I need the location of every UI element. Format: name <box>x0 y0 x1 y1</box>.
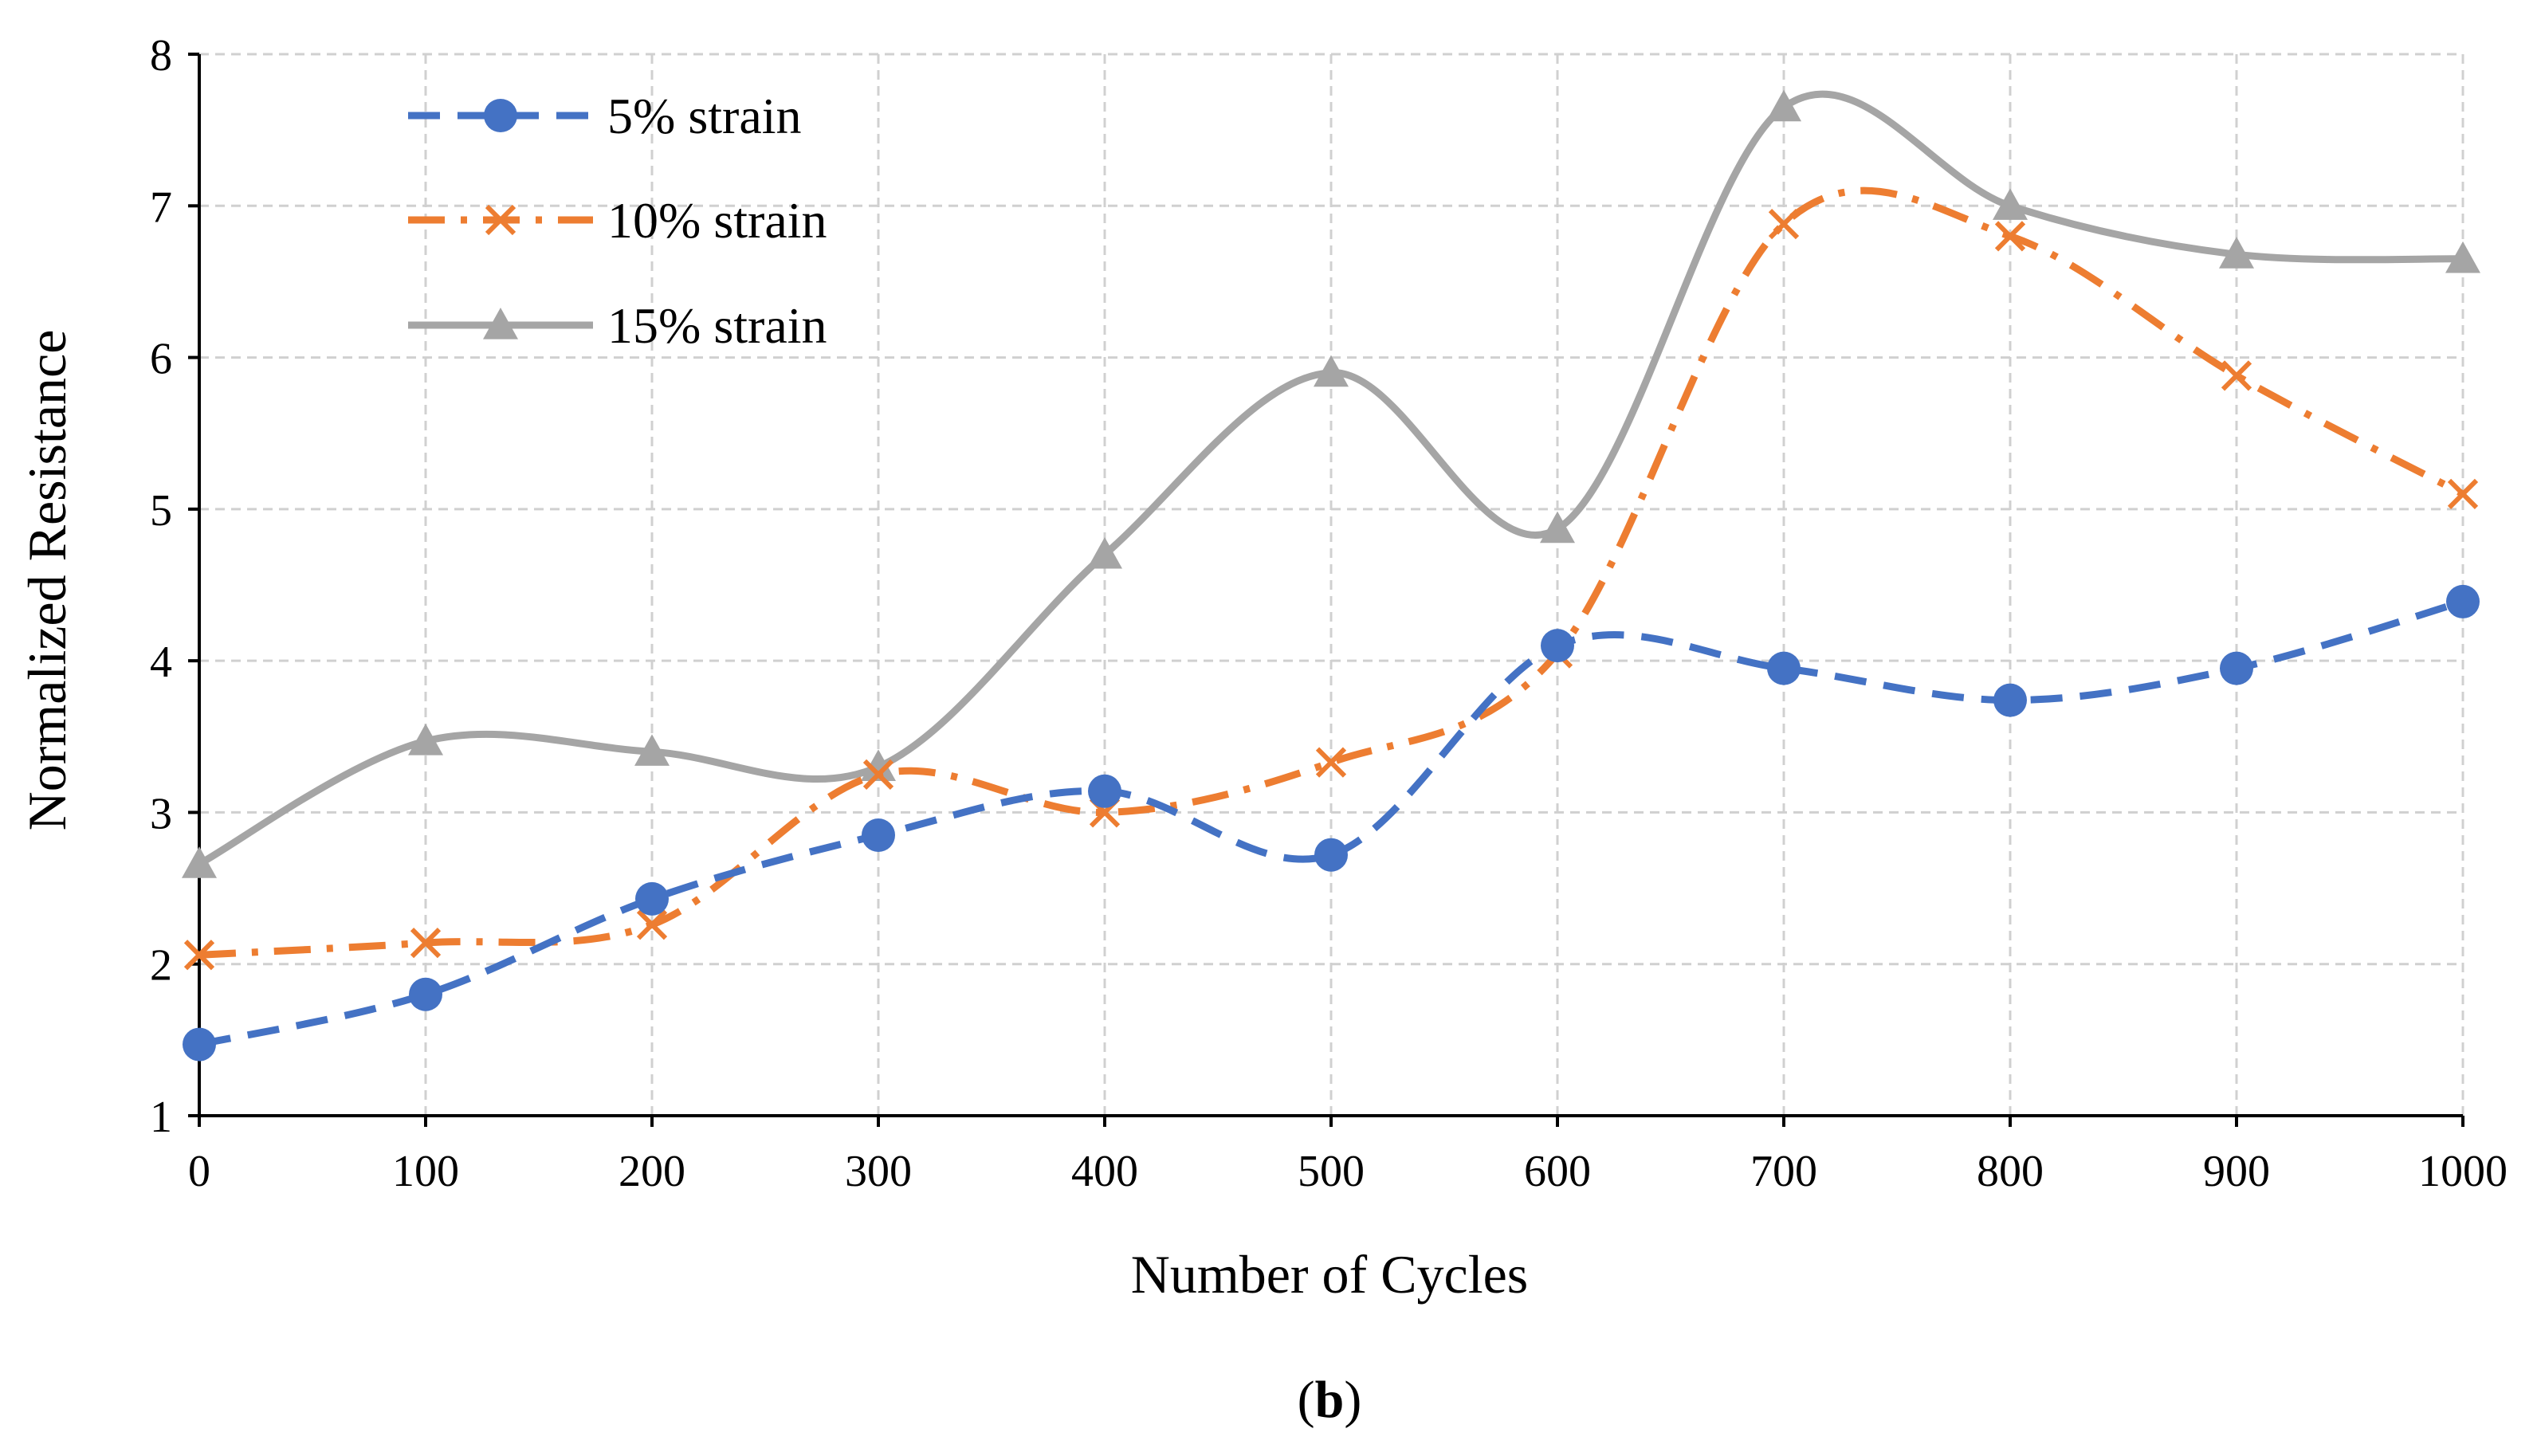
series-3-point-800 <box>1993 188 2028 220</box>
series-1-point-400 <box>1088 774 1121 808</box>
axes <box>188 53 2464 1127</box>
series-2-point-300 <box>862 759 894 790</box>
series-2-point-200-stroke-b <box>636 909 668 940</box>
x-tick-label-200: 200 <box>619 1147 685 1196</box>
x-tick-label-900: 900 <box>2203 1147 2270 1196</box>
series-2-point-1000-stroke-b <box>2447 478 2479 509</box>
series-1-point-800 <box>1993 683 2027 717</box>
series-2-point-800 <box>1994 221 2026 252</box>
x-tick-label-300: 300 <box>845 1147 912 1196</box>
series-layer <box>182 89 2480 1062</box>
series-2-point-100 <box>410 927 442 959</box>
series-2-point-0 <box>183 940 215 971</box>
caption-letter: b <box>1315 1371 1345 1429</box>
x-tick-label-100: 100 <box>392 1147 459 1196</box>
series-1-point-100 <box>409 977 442 1011</box>
series-2-point-700 <box>1768 208 1800 240</box>
y-tick-label-7: 7 <box>150 182 172 232</box>
series-2-point-300-stroke-b <box>862 759 894 790</box>
series-2-point-900 <box>2221 360 2252 391</box>
legend-item-2: 10% strain <box>408 192 827 249</box>
series-3-point-600 <box>1540 511 1575 544</box>
series-1-point-500 <box>1314 838 1348 872</box>
series-3-point-1000 <box>2445 241 2480 273</box>
series-1-point-0 <box>183 1027 216 1062</box>
series-3-point-400 <box>1087 536 1122 569</box>
legend: 5% strain 10% strain 15% strain <box>408 88 827 354</box>
y-tick-label-3: 3 <box>150 789 172 838</box>
figure-caption: (b) <box>1298 1371 1362 1429</box>
series-2-point-200 <box>636 909 668 940</box>
x-tick-label-600: 600 <box>1524 1147 1591 1196</box>
series-1-point-200 <box>635 881 669 916</box>
series-3-point-0 <box>182 846 217 878</box>
y-tick-label-6: 6 <box>150 335 172 384</box>
y-tick-label-1: 1 <box>150 1093 172 1142</box>
legend-marker-2-stroke-b <box>485 204 516 236</box>
legend-label-1: 5% strain <box>607 88 802 144</box>
y-axis-title: Normalized Resistance <box>17 330 77 831</box>
series-1-point-300 <box>862 818 895 852</box>
x-axis-title: Number of Cycles <box>1131 1244 1529 1305</box>
series-1-point-900 <box>2220 651 2253 685</box>
y-tick-label-4: 4 <box>150 638 172 687</box>
x-tick-label-0: 0 <box>188 1147 210 1196</box>
series-3-point-500 <box>1314 355 1349 387</box>
series-2-point-700-stroke-b <box>1768 208 1800 240</box>
series-2-point-500-stroke-b <box>1315 747 1347 778</box>
series-1 <box>183 584 2480 1062</box>
series-1-point-600 <box>1541 629 1574 663</box>
legend-marker-3 <box>483 308 518 339</box>
legend-marker-1 <box>484 99 517 132</box>
series-3 <box>182 89 2480 878</box>
y-tick-label-5: 5 <box>150 486 172 536</box>
legend-item-3: 15% strain <box>408 297 827 354</box>
series-1-point-700 <box>1767 651 1801 685</box>
series-3-point-100 <box>408 723 443 755</box>
series-line-3 <box>197 90 2464 868</box>
caption-open-paren: ( <box>1298 1371 1315 1429</box>
series-line-1 <box>198 598 2464 1048</box>
series-1-point-1000 <box>2446 584 2480 618</box>
series-3-point-200 <box>634 734 670 766</box>
series-2-point-1000 <box>2447 478 2479 509</box>
y-tick-label-8: 8 <box>150 31 172 80</box>
series-2-point-100-stroke-b <box>410 927 442 959</box>
x-tick-label-800: 800 <box>1977 1147 2044 1196</box>
x-tick-label-500: 500 <box>1298 1147 1365 1196</box>
legend-label-3: 15% strain <box>607 297 827 354</box>
legend-item-1: 5% strain <box>408 88 802 144</box>
x-tick-label-400: 400 <box>1071 1147 1138 1196</box>
x-tick-label-1000: 1000 <box>2418 1147 2508 1196</box>
tick-labels: 1 2 3 4 5 6 7 8 0 100 200 300 400 500 600 700 800 900 1000 <box>150 31 2508 1196</box>
legend-label-2: 10% strain <box>607 192 827 249</box>
series-2-point-800-stroke-b <box>1994 221 2026 252</box>
legend-marker-2 <box>485 204 516 236</box>
series-3-point-900 <box>2219 237 2254 269</box>
caption-close-paren: ) <box>1344 1371 1361 1429</box>
series-3-point-300 <box>861 749 896 781</box>
series-3-point-700 <box>1766 89 1801 122</box>
series-2-point-900-stroke-b <box>2221 360 2252 391</box>
x-tick-label-700: 700 <box>1750 1147 1817 1196</box>
y-tick-label-2: 2 <box>150 941 172 991</box>
series-2-point-500 <box>1315 747 1347 778</box>
series-2-point-0-stroke-b <box>183 940 215 971</box>
